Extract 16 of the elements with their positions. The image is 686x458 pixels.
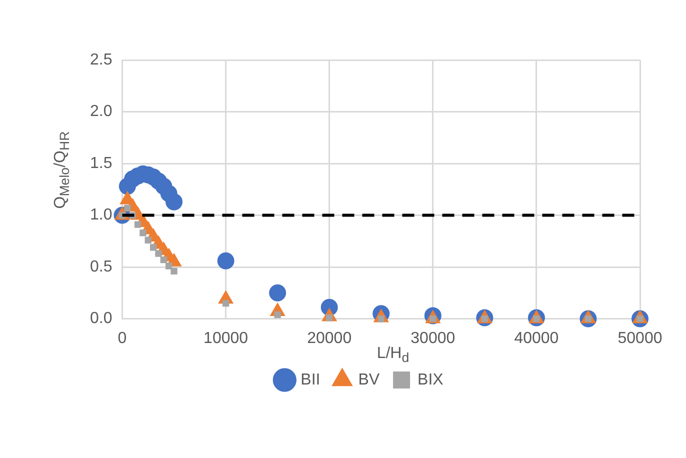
legend-label: BII [300,371,320,388]
legend-label: BV [358,371,380,388]
x-axis-title: L/H$_{d}$ [376,345,410,366]
x-tick-label: 30000 [410,330,456,347]
y-tick-label: 1.0 [90,206,112,224]
y-tick-label: 0.5 [90,258,112,276]
y-tick-label: 1.5 [90,154,112,172]
x-tick-label: 20000 [307,330,352,347]
x-tick-label: 0 [118,330,127,347]
y-tick-label: 0.0 [90,310,112,328]
legend-label: BIX [418,371,444,388]
x-tick-label: 40000 [514,330,559,347]
x-tick-label: 10000 [204,330,248,347]
y-tick-label: 2.5 [90,51,112,68]
x-tick-label: 50000 [618,330,662,347]
y-tick-label: 2.0 [90,103,112,120]
